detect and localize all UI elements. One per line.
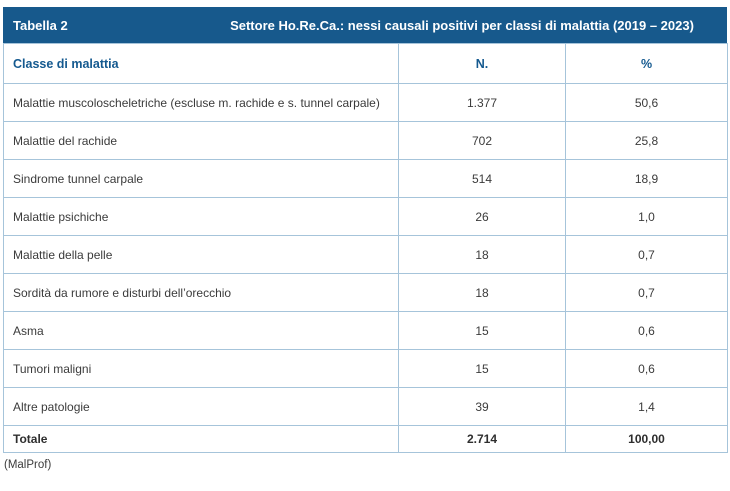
- percent-cell: 25,8: [565, 121, 728, 160]
- percent-cell: 1,4: [565, 387, 728, 426]
- page: Tabella 2 Settore Ho.Re.Ca.: nessi causa…: [3, 7, 728, 471]
- table-row: Tumori maligni 15 0,6: [3, 349, 728, 388]
- count-cell: 15: [398, 349, 566, 388]
- table-row: Malattie del rachide 702 25,8: [3, 121, 728, 160]
- percent-cell: 0,6: [565, 311, 728, 350]
- table-row: Asma 15 0,6: [3, 311, 728, 350]
- count-cell: 702: [398, 121, 566, 160]
- percent-cell: 1,0: [565, 197, 728, 236]
- table-row: Malattie muscoloscheletriche (escluse m.…: [3, 83, 728, 122]
- disease-class-cell: Altre patologie: [3, 387, 399, 426]
- total-count-cell: 2.714: [398, 425, 566, 453]
- table-row: Sordità da rumore e disturbi dell’orecch…: [3, 273, 728, 312]
- percent-cell: 18,9: [565, 159, 728, 198]
- malattie-table: Classe di malattia N. % Malattie muscolo…: [3, 43, 728, 453]
- count-cell: 514: [398, 159, 566, 198]
- total-label-cell: Totale: [3, 425, 399, 453]
- table-title-bar: Tabella 2 Settore Ho.Re.Ca.: nessi causa…: [3, 7, 727, 43]
- table-number-label: Tabella 2: [13, 17, 68, 33]
- count-cell: 1.377: [398, 83, 566, 122]
- table-row: Altre patologie 39 1,4: [3, 387, 728, 426]
- column-header-n: N.: [398, 43, 566, 84]
- count-cell: 15: [398, 311, 566, 350]
- percent-cell: 0,7: [565, 273, 728, 312]
- percent-cell: 0,7: [565, 235, 728, 274]
- disease-class-cell: Malattie psichiche: [3, 197, 399, 236]
- disease-class-cell: Malattie della pelle: [3, 235, 399, 274]
- disease-class-cell: Sordità da rumore e disturbi dell’orecch…: [3, 273, 399, 312]
- disease-class-cell: Asma: [3, 311, 399, 350]
- count-cell: 26: [398, 197, 566, 236]
- source-note: (MalProf): [4, 459, 52, 471]
- percent-cell: 0,6: [565, 349, 728, 388]
- disease-class-cell: Malattie muscoloscheletriche (escluse m.…: [3, 83, 399, 122]
- table-total-row: Totale 2.714 100,00: [3, 425, 728, 453]
- count-cell: 18: [398, 273, 566, 312]
- table-row: Malattie della pelle 18 0,7: [3, 235, 728, 274]
- table-header-row: Classe di malattia N. %: [3, 43, 728, 84]
- table-row: Sindrome tunnel carpale 514 18,9: [3, 159, 728, 198]
- count-cell: 18: [398, 235, 566, 274]
- percent-cell: 50,6: [565, 83, 728, 122]
- column-header-classe-di-malattia: Classe di malattia: [3, 43, 399, 84]
- total-percent-cell: 100,00: [565, 425, 728, 453]
- disease-class-cell: Sindrome tunnel carpale: [3, 159, 399, 198]
- tabella-2-card: Tabella 2 Settore Ho.Re.Ca.: nessi causa…: [3, 7, 728, 471]
- disease-class-cell: Tumori maligni: [3, 349, 399, 388]
- disease-class-cell: Malattie del rachide: [3, 121, 399, 160]
- table-title: Settore Ho.Re.Ca.: nessi causali positiv…: [230, 17, 694, 33]
- count-cell: 39: [398, 387, 566, 426]
- table-row: Malattie psichiche 26 1,0: [3, 197, 728, 236]
- column-header-percent: %: [565, 43, 728, 84]
